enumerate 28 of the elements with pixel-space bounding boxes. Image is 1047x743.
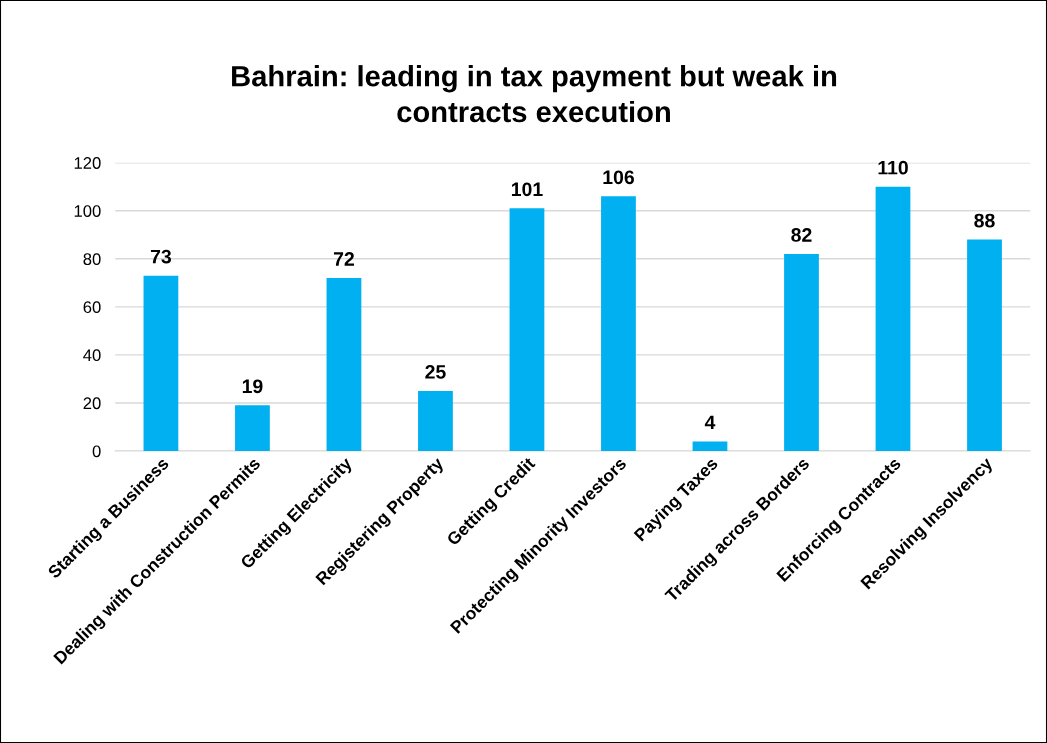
bar (509, 208, 545, 451)
data-label: 88 (974, 213, 995, 228)
y-tick-label: 40 (83, 349, 101, 362)
bar (143, 275, 179, 451)
chart-title: Bahrain: leading in tax payment but weak in contracts execution (232, 65, 837, 123)
data-label: 101 (511, 182, 543, 197)
bar (875, 186, 911, 451)
bar (235, 405, 270, 451)
y-tick-label: 120 (74, 157, 101, 169)
bar (784, 254, 819, 451)
bar (692, 441, 728, 451)
y-tick-label: 80 (83, 253, 101, 266)
data-label: 73 (150, 249, 172, 264)
data-label: 106 (603, 170, 634, 185)
bar (326, 278, 362, 451)
data-label: 72 (333, 252, 354, 266)
y-tick-label: 20 (83, 397, 101, 410)
y-tick-label: 0 (92, 445, 101, 458)
data-label: 82 (791, 228, 812, 242)
bar (601, 196, 636, 451)
data-label: 25 (425, 365, 446, 379)
data-label: 110 (878, 160, 908, 175)
bar (418, 390, 453, 451)
data-label: 19 (242, 379, 263, 394)
y-tick-label: 60 (83, 301, 101, 314)
y-tick-label: 100 (74, 205, 101, 217)
data-label: 4 (704, 415, 716, 430)
bar (967, 239, 1002, 451)
